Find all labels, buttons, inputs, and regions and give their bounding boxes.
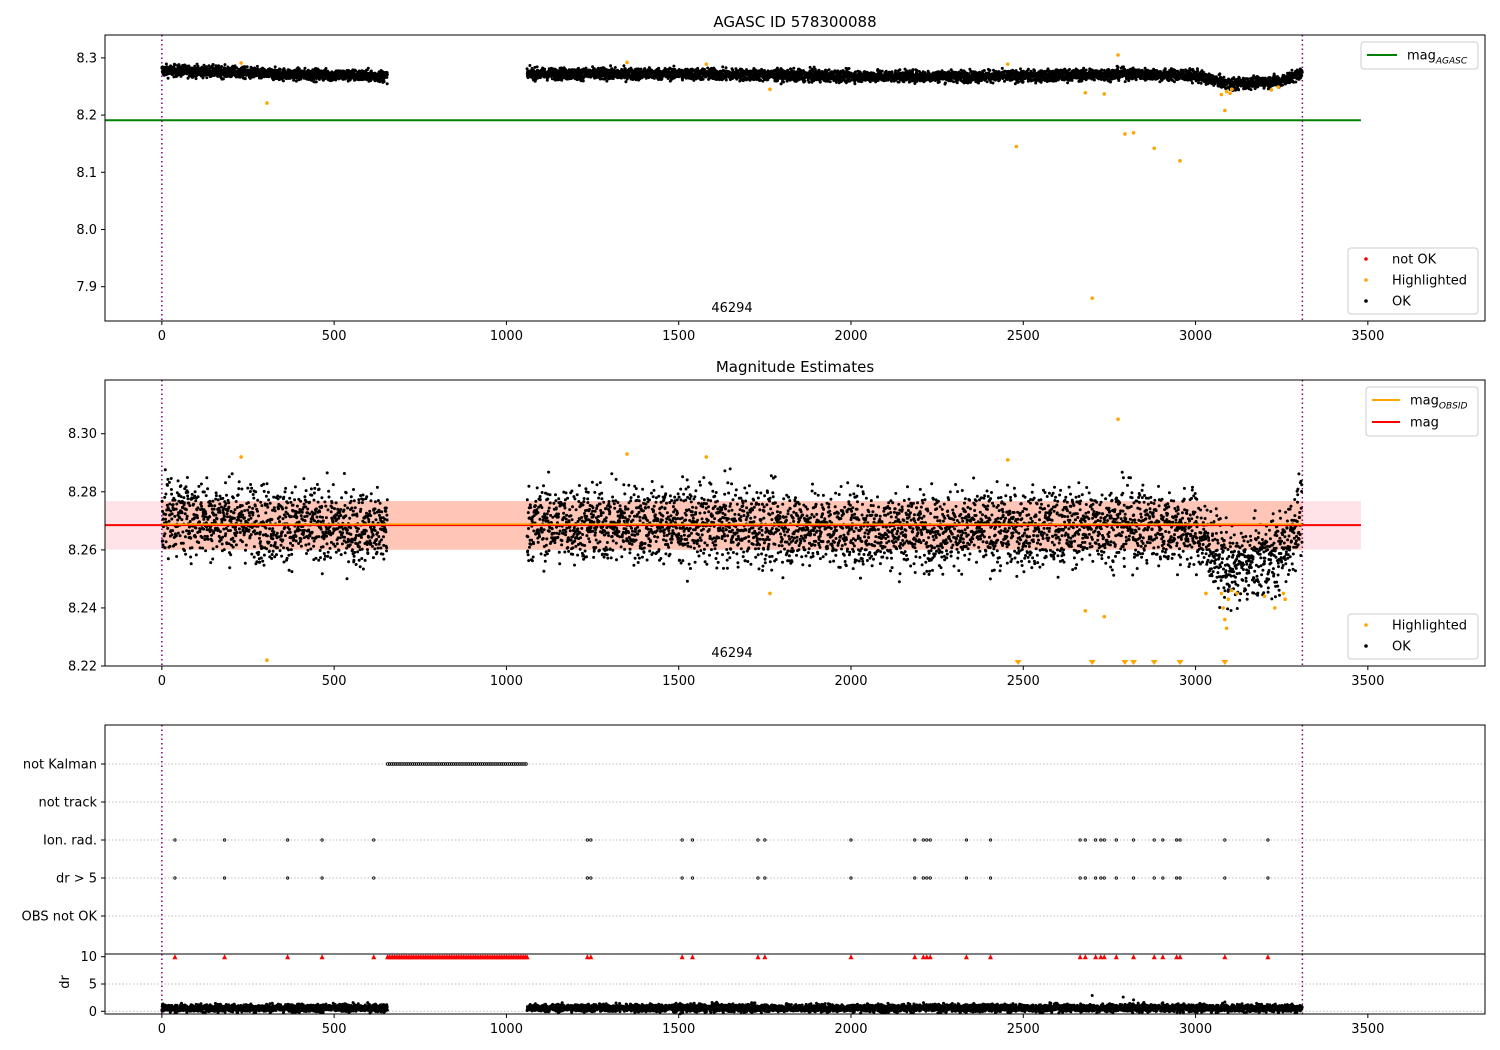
agasc-ok-point [273,65,277,69]
agasc-ok-point [696,66,700,70]
agasc-ok-point [219,67,223,71]
agasc-ok-point [166,76,170,80]
agasc-ok-point [853,82,857,86]
agasc-ok-point [779,82,783,86]
agasc-ok-point [226,65,230,69]
agasc-ok-point [827,68,831,72]
agasc-ok-point [303,66,307,70]
agasc-ok-point [897,80,901,84]
agasc-ok-point [221,77,225,81]
agasc-ok-point [385,75,389,79]
agasc-ok-point [613,66,617,69]
agasc-ok-point [243,65,247,69]
agasc-ok-point [701,77,705,81]
agasc-ok-point [273,77,277,81]
agasc-ok-point [1026,67,1030,71]
agasc-ok-point [314,80,318,84]
agasc-ok-point [194,77,198,81]
agasc-ok-point [324,67,328,70]
agasc-ok-point [543,67,547,71]
agasc-ok-point [775,66,779,70]
agasc-magnitude-panel: AGASC ID 578300088 0 500 1000 1500 2000 2500 3… [76,13,1486,344]
agasc-ok-point [991,81,995,85]
agasc-ok-point [235,66,239,70]
agasc-ok-point [292,78,296,82]
agasc-ok-point [535,65,539,69]
agasc-ok-point [681,78,684,82]
agasc-ok-point [211,63,215,66]
agasc-ok-point [243,67,247,71]
agasc-ok-point [164,62,168,66]
agasc-ok-point [220,65,223,68]
agasc-ok-point [803,79,807,83]
agasc-ok-point [196,64,200,68]
agasc-ok-point [609,64,613,68]
agasc-ok-point [205,65,209,69]
agasc-ok-point [657,66,661,70]
agasc-ok-point [187,64,191,68]
agasc-ok-point [988,68,992,72]
agasc-ok-point [1021,80,1025,84]
agasc-ok-point [847,67,851,70]
agasc-ok-point [177,63,181,67]
agasc-ok-point [807,80,811,84]
agasc-ok-point [205,76,209,80]
agasc-ok-point [385,82,389,86]
agasc-ok-point [622,64,626,68]
agasc-ok-point [173,63,177,67]
agasc-ok-point [528,64,532,67]
agasc-ok-point [943,81,947,85]
agasc-ok-point [382,80,386,84]
agasc-ok-point [1000,66,1004,70]
agasc-ok-point [639,67,643,71]
agasc-ok-point [672,64,676,68]
agasc-ok-point [834,80,838,84]
agasc-ok-point [201,76,205,80]
agasc-ok-point [186,76,190,80]
agasc-ok-point [281,79,285,83]
agasc-ok-point [270,68,274,72]
agasc-ok-point [1068,68,1071,71]
agasc-ok-point [172,75,176,79]
agasc-ok-point [243,77,247,80]
agasc-ok-point [782,80,785,84]
agasc-ok-point [911,68,915,72]
agasc-ok-point [792,66,796,70]
agasc-ok-point [255,64,259,68]
agasc-ok-point [890,70,894,74]
agasc-ok-point [982,69,986,72]
agasc-ok-point [584,66,588,70]
agasc-ok-point [724,78,728,82]
agasc-ok-point [294,79,298,83]
agasc-ok-point [880,69,884,73]
agasc-ok-point [894,69,898,73]
agasc-ok-point [818,80,822,84]
agasc-ok-point [195,62,199,66]
agasc-ok-point [898,68,902,72]
agasc-ok-point [985,80,989,84]
agasc-ok-point [724,66,728,70]
agasc-ok-point [369,78,373,82]
agasc-ok-point [297,67,301,71]
agasc-ok-point [1033,69,1037,73]
agasc-ok-point [643,67,647,71]
agasc-ok-point [245,65,249,69]
agasc-ok-point [278,68,282,71]
agasc-ok-point [385,73,389,76]
agasc-ok-point [1070,78,1074,82]
agasc-ok-point [581,79,585,83]
agasc-plot-area [105,35,1361,321]
agasc-ok-point [624,80,628,84]
agasc-ok-point [223,63,227,67]
agasc-ok-point [937,80,941,84]
agasc-panel-title: AGASC ID 578300088 [713,13,876,31]
agasc-ok-point [366,66,370,70]
agasc-ok-point [828,80,832,84]
agasc-ok-point [815,78,819,82]
agasc-ok-point [952,80,956,84]
agasc-ok-point [721,65,725,69]
